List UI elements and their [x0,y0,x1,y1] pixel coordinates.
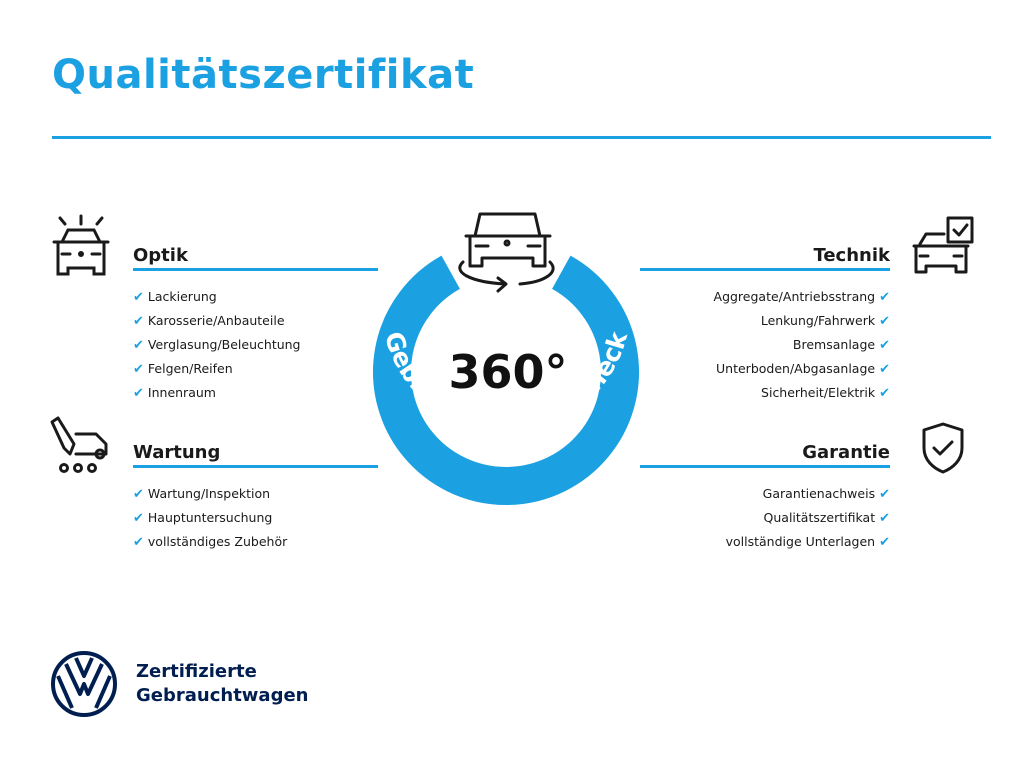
list-item: Wartung/Inspektion [133,482,378,506]
section-technik: Technik Aggregate/Antriebsstrang Lenkung… [640,245,890,405]
section-optik: Optik Lackierung Karosserie/Anbauteile V… [133,245,378,405]
car-lights-icon [52,214,110,276]
brand-text: Zertifizierte Gebrauchtwagen [136,660,308,708]
list-item: Karosserie/Anbauteile [133,309,378,333]
title-divider [52,136,991,139]
brand-line-1: Zertifizierte [136,661,257,682]
badge-ring [373,255,639,505]
list-item: Unterboden/Abgasanlage [640,357,890,381]
list-item: Felgen/Reifen [133,357,378,381]
section-garantie: Garantie Garantienachweis Qualitätszerti… [640,442,890,554]
service-tools-icon [50,416,108,473]
car-checklist-icon [912,216,974,274]
section-heading: Wartung [133,442,378,468]
list-item: vollständige Unterlagen [640,530,890,554]
section-heading: Optik [133,245,378,271]
section-wartung: Wartung Wartung/Inspektion Hauptuntersuc… [133,442,378,554]
list-item: Bremsanlage [640,333,890,357]
list-item: Lenkung/Fahrwerk [640,309,890,333]
list-item: Hauptuntersuchung [133,506,378,530]
list-item: Lackierung [133,285,378,309]
brand-line-2: Gebrauchtwagen [136,685,309,706]
shield-check-icon [922,422,964,474]
car-rotate-icon [458,212,555,293]
list-item: vollständiges Zubehör [133,530,378,554]
list-item: Verglasung/Beleuchtung [133,333,378,357]
list-item: Aggregate/Antriebsstrang [640,285,890,309]
page-title: Qualitätszertifikat [52,52,475,98]
list-item: Garantienachweis [640,482,890,506]
section-heading: Technik [640,245,890,271]
badge-number: 360° [448,345,567,399]
list-item: Sicherheit/Elektrik [640,381,890,405]
section-heading: Garantie [640,442,890,468]
vw-logo [51,651,117,717]
list-item: Qualitätszertifikat [640,506,890,530]
list-item: Innenraum [133,381,378,405]
